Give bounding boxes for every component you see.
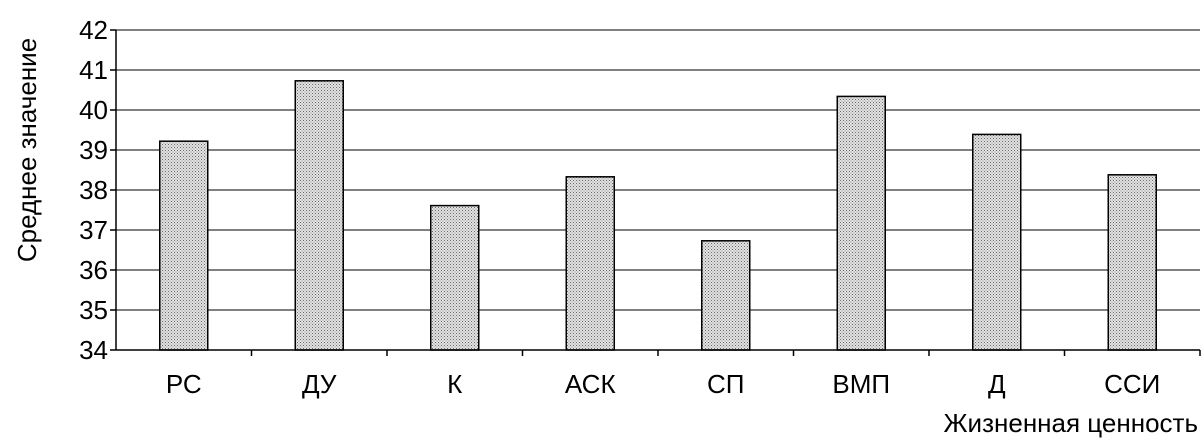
bar-8 bbox=[1107, 174, 1157, 351]
y-tick-label: 39 bbox=[79, 135, 108, 165]
y-axis-title: Среднее значение bbox=[12, 38, 42, 262]
x-tick-label: РС bbox=[166, 369, 202, 399]
x-tick-label: К bbox=[447, 369, 462, 399]
x-tick-label: ССИ bbox=[1104, 369, 1160, 399]
y-tick-label: 37 bbox=[79, 215, 108, 245]
x-axis-title: Жизненная ценность bbox=[944, 408, 1198, 438]
y-tick-label: 40 bbox=[79, 95, 108, 125]
bar-3 bbox=[430, 204, 480, 351]
y-tick-label: 35 bbox=[79, 295, 108, 325]
bar-7 bbox=[972, 133, 1022, 351]
x-tick-label: ДУ bbox=[302, 369, 337, 399]
y-tick-label: 34 bbox=[79, 335, 108, 365]
x-tick-label: СП bbox=[707, 369, 744, 399]
bar-1 bbox=[159, 140, 209, 351]
y-tick-label: 36 bbox=[79, 255, 108, 285]
x-tick-label: Д bbox=[988, 369, 1006, 399]
y-tick-label: 42 bbox=[79, 15, 108, 45]
bar-4 bbox=[565, 176, 615, 351]
y-tick-label: 38 bbox=[79, 175, 108, 205]
bar-6 bbox=[836, 95, 886, 351]
bar-2 bbox=[294, 80, 344, 351]
bar-5 bbox=[701, 240, 751, 351]
gridlines bbox=[116, 29, 1200, 311]
x-tick-labels: РС ДУ К АСК СП ВМП Д ССИ bbox=[166, 350, 1201, 399]
x-tick-label: АСК bbox=[565, 369, 616, 399]
y-tick-labels: 34 35 36 37 38 39 40 41 42 bbox=[79, 15, 116, 365]
x-tick-label: ВМП bbox=[832, 369, 890, 399]
bars bbox=[159, 80, 1157, 351]
y-tick-label: 41 bbox=[79, 55, 108, 85]
